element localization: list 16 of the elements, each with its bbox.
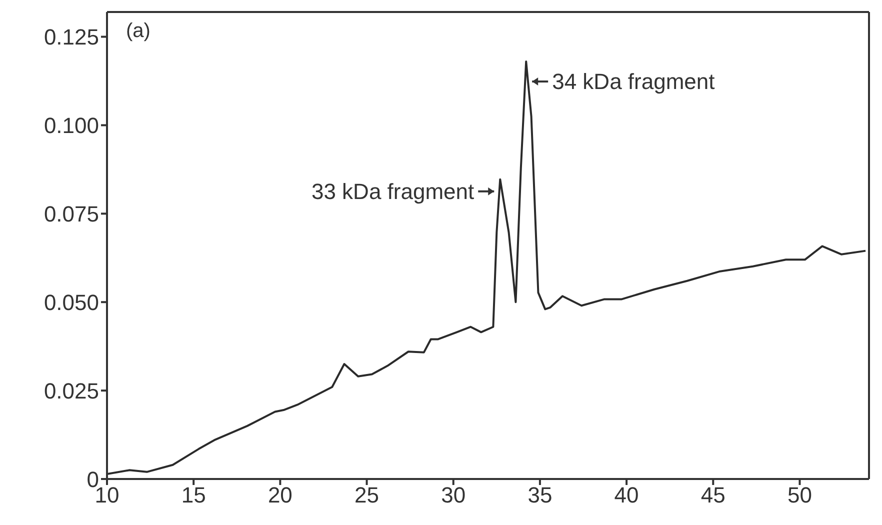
y-tick-label: 0.050	[44, 290, 99, 315]
x-tick-label: 50	[787, 482, 812, 508]
y-tick-label: 0.100	[44, 113, 99, 138]
annotation: 34 kDa fragment	[552, 69, 715, 94]
y-tick-label: 0.025	[44, 378, 99, 404]
y-tick-label: 0.075	[44, 201, 99, 226]
x-tick-label: 30	[441, 482, 466, 508]
x-tick-label: 20	[268, 482, 292, 508]
x-tick-label: 35	[528, 482, 552, 508]
x-tick-label: 15	[181, 482, 206, 508]
annotation: (a)	[126, 20, 150, 43]
x-tick-label: 40	[614, 482, 639, 508]
annotation: 33 kDa fragment	[311, 179, 474, 204]
x-tick-label: 25	[354, 482, 380, 508]
y-tick-label: 0.125	[44, 24, 99, 50]
x-tick-label: 45	[700, 482, 726, 508]
